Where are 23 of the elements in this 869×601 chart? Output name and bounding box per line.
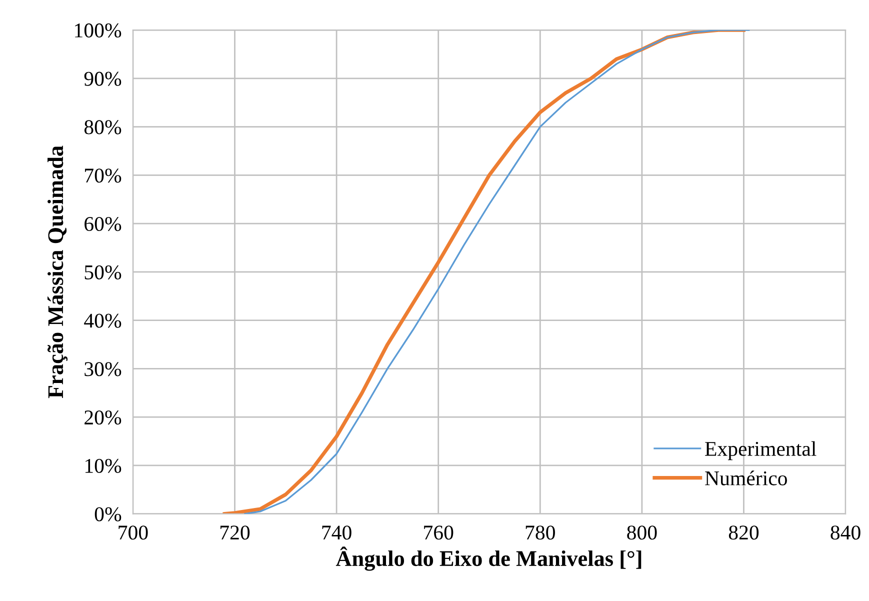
legend-label: Numérico bbox=[705, 470, 787, 486]
y-tick-label: 10% bbox=[85, 458, 122, 473]
y-tick-label: 40% bbox=[84, 314, 122, 328]
y-axis-title: Fração Mássica Queimada bbox=[47, 146, 68, 398]
x-tick-label: 720 bbox=[220, 526, 250, 540]
y-tick-label: 70% bbox=[85, 168, 122, 183]
y-tick-label: 50% bbox=[84, 265, 122, 280]
x-tick-label: 840 bbox=[830, 526, 860, 540]
y-tick-label: 60% bbox=[84, 216, 122, 232]
y-tick-label: 30% bbox=[84, 362, 122, 376]
y-tick-label: 100% bbox=[75, 23, 122, 38]
x-tick-label: 800 bbox=[627, 526, 657, 540]
y-tick-label: 20% bbox=[84, 410, 122, 425]
x-tick-label: 760 bbox=[424, 526, 454, 540]
x-axis-title: Ângulo do Eixo de Manivelas [°] bbox=[336, 546, 642, 571]
x-tick-label: 780 bbox=[526, 526, 555, 540]
x-tick-label: 700 bbox=[118, 526, 148, 540]
x-tick-label: 740 bbox=[322, 526, 352, 540]
y-tick-label: 90% bbox=[84, 72, 122, 86]
y-tick-label: 80% bbox=[84, 120, 122, 134]
legend-label: Experimental bbox=[705, 441, 816, 460]
x-tick-label: 820 bbox=[728, 526, 759, 540]
y-tick-label: 0% bbox=[94, 507, 122, 522]
